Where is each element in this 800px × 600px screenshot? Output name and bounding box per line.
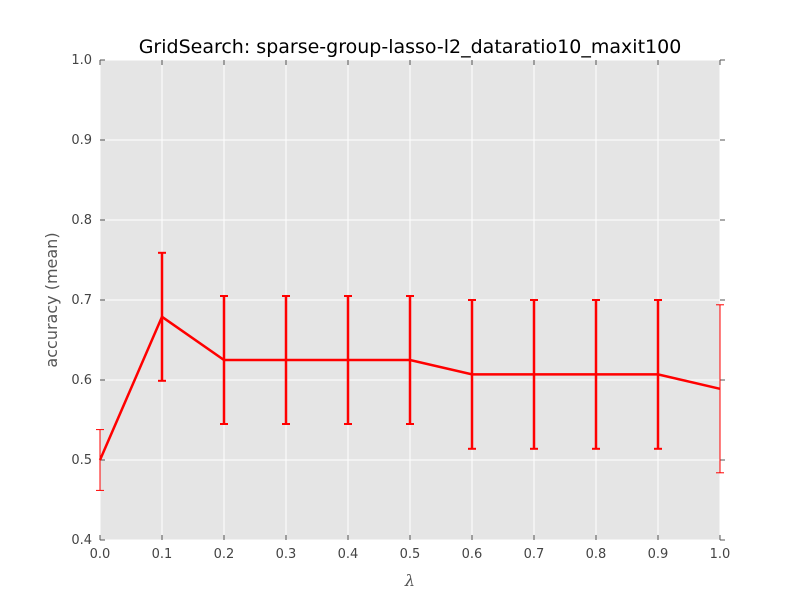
y-tick-label: 0.7 xyxy=(71,293,92,308)
x-tick-label: 0.1 xyxy=(152,547,173,562)
x-tick-label: 0.4 xyxy=(338,547,359,562)
y-tick-label: 1.0 xyxy=(71,53,92,68)
y-axis-label: accuracy (mean) xyxy=(42,232,61,367)
data-series xyxy=(96,251,724,491)
x-tick-label: 0.5 xyxy=(400,547,421,562)
y-tick-label: 0.6 xyxy=(71,373,92,388)
x-tick-label: 0.0 xyxy=(90,547,111,562)
x-tick-label: 0.6 xyxy=(462,547,483,562)
y-tick-label: 0.9 xyxy=(71,133,92,148)
axis-ticks: 0.0 0.1 0.2 0.3 0.4 0.5 0.6 0.7 0.8 0.9 1.0 0.4 0.5 0… xyxy=(71,53,730,562)
x-tick-label: 0.8 xyxy=(586,547,607,562)
x-tick-label: 0.7 xyxy=(524,547,545,562)
y-tick-label: 0.4 xyxy=(71,533,92,548)
x-tick-label: 0.9 xyxy=(648,547,669,562)
x-tick-label: 1.0 xyxy=(710,547,731,562)
y-tick-label: 0.5 xyxy=(71,453,92,468)
x-tick-label: 0.3 xyxy=(276,547,297,562)
x-tick-label: 0.2 xyxy=(214,547,235,562)
x-axis-label: λ xyxy=(404,571,415,590)
chart-title: GridSearch: sparse-group-lasso-l2_datara… xyxy=(139,36,682,58)
y-tick-label: 0.8 xyxy=(71,213,92,228)
